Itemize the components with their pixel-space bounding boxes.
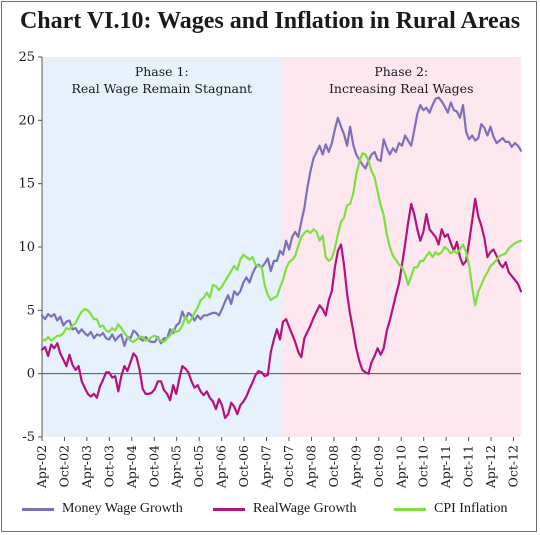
- legend-item-cpi-inflation: CPI Inflation: [394, 498, 508, 520]
- x-tick-label: Oct-04: [146, 445, 161, 487]
- chart-legend: Money Wage Growth RealWage Growth CPI In…: [0, 498, 540, 520]
- phase-band-1: [42, 57, 282, 437]
- x-tick-label: Apr-11: [438, 445, 453, 489]
- x-tick-label: Oct-03: [101, 445, 116, 487]
- x-tick-label: Apr-12: [483, 445, 498, 489]
- legend-swatch-money-wage: [22, 507, 54, 511]
- series-line-realwage-growth: [40, 197, 523, 420]
- legend-swatch-real-wage: [213, 507, 245, 511]
- x-tick-label: Oct-09: [371, 445, 386, 487]
- x-tick-label: Apr-04: [124, 445, 139, 489]
- phase-label-2-line1: Phase 2:: [374, 64, 428, 79]
- x-tick-label: Apr-10: [393, 445, 408, 489]
- x-tick-label: Apr-09: [348, 445, 363, 489]
- phase-label-1-line2: Real Wage Remain Stagnant: [71, 81, 252, 96]
- x-tick-label: Apr-03: [79, 445, 94, 489]
- legend-label-real-wage: RealWage Growth: [253, 501, 357, 516]
- y-tick-label: 25: [18, 50, 35, 65]
- series-line-money-wage-growth: [40, 96, 523, 347]
- x-tick-label: Apr-02: [34, 445, 49, 489]
- y-tick-label: 0: [27, 367, 35, 382]
- y-tick-label: 15: [18, 177, 35, 192]
- legend-item-money-wage: Money Wage Growth: [22, 498, 183, 520]
- x-tick-label: Oct-02: [56, 445, 71, 487]
- x-tick-label: Oct-10: [416, 445, 431, 487]
- phase-label-2-line2: Increasing Real Wages: [329, 81, 474, 96]
- x-tick-label: Oct-06: [236, 445, 251, 487]
- series-line-cpi-inflation: [40, 152, 523, 344]
- y-tick-label: 5: [27, 303, 35, 318]
- x-tick-label: Apr-08: [303, 445, 318, 489]
- y-tick-label: 10: [18, 240, 35, 255]
- legend-item-real-wage: RealWage Growth: [213, 498, 356, 520]
- x-tick-label: Oct-05: [191, 445, 206, 487]
- legend-label-cpi-inflation: CPI Inflation: [434, 501, 508, 516]
- phase-label-1-line1: Phase 1:: [135, 64, 189, 79]
- x-tick-label: Apr-07: [259, 445, 274, 489]
- legend-swatch-cpi-inflation: [394, 507, 426, 511]
- chart-title: Chart VI.10: Wages and Inflation in Rura…: [19, 8, 521, 34]
- x-tick-label: Oct-08: [326, 445, 341, 487]
- x-tick-label: Oct-12: [506, 445, 521, 487]
- x-tick-label: Oct-11: [461, 445, 476, 487]
- y-tick-label: 20: [18, 113, 35, 128]
- x-tick-label: Oct-07: [281, 445, 296, 487]
- x-tick-label: Apr-05: [169, 445, 184, 489]
- legend-label-money-wage: Money Wage Growth: [62, 501, 183, 516]
- y-tick-label: -5: [22, 430, 35, 445]
- x-tick-label: Apr-06: [214, 445, 229, 489]
